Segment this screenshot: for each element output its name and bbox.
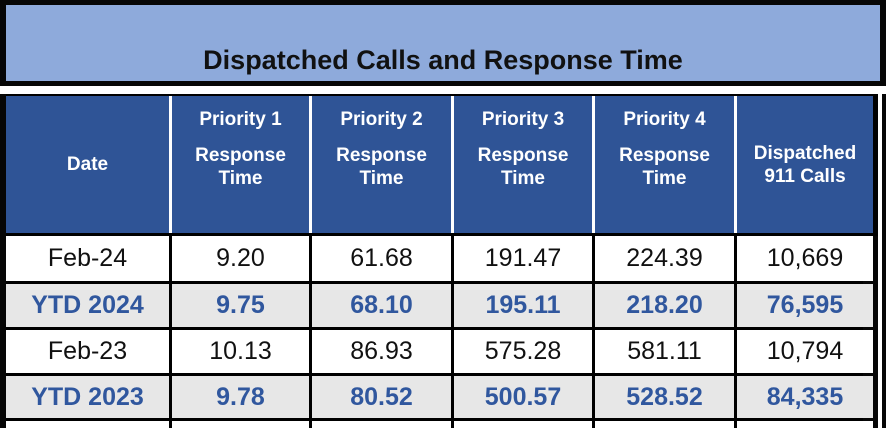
sublabel-line: Time (500, 168, 545, 189)
value-cell: 500.57 (454, 376, 592, 418)
column-header-label: Priority 4 (623, 109, 706, 130)
column-header-sublabel: Response Time (312, 144, 451, 190)
value-cell: 528.52 (595, 376, 734, 418)
value-cell: 10.13 (172, 330, 309, 373)
table-title: Dispatched Calls and Response Time (203, 45, 683, 75)
column-header-priority-1: Priority 1 Response Time (172, 96, 309, 233)
value-cell: 61.68 (312, 236, 451, 281)
value-cell: 10,669 (737, 236, 873, 281)
row-label-cell: Feb-23 (6, 330, 169, 373)
partial-row-cell (172, 421, 309, 428)
value-cell: 76,595 (737, 284, 873, 327)
column-header-priority-3: Priority 3 Response Time (454, 96, 592, 233)
table-body: Feb-24 9.20 61.68 191.47 224.39 10,669 Y… (6, 236, 873, 428)
table-header-row: Date Priority 1 Response Time Priority 2… (6, 94, 878, 236)
divider-strip (0, 86, 886, 94)
partial-row-cell (595, 421, 734, 428)
sublabel-line: Response (477, 145, 569, 166)
sublabel-line: Time (642, 168, 687, 189)
value-cell: 9.20 (172, 236, 309, 281)
column-header-priority-2: Priority 2 Response Time (312, 96, 451, 233)
row-label-cell: Feb-24 (6, 236, 169, 281)
table-title-bar: Dispatched Calls and Response Time (6, 5, 880, 81)
column-header-date: Date (6, 96, 169, 233)
right-edge-gap (878, 94, 882, 428)
row-label-cell: YTD 2023 (6, 376, 169, 418)
row-label-cell: YTD 2024 (6, 284, 169, 327)
column-header-label: Priority 1 (199, 109, 282, 130)
value-cell: 195.11 (454, 284, 592, 327)
data-table: Date Priority 1 Response Time Priority 2… (6, 94, 878, 428)
sublabel-line: Response (619, 145, 710, 166)
sublabel-line: Time (218, 168, 263, 189)
column-header-sublabel: Response Time (595, 144, 734, 190)
partial-row-cell (6, 421, 169, 428)
column-header-label: Priority 2 (340, 109, 423, 130)
column-header-sublabel: Response Time (454, 144, 592, 190)
sublabel-line: Time (359, 168, 404, 189)
column-header-priority-4: Priority 4 Response Time (595, 96, 734, 233)
value-cell: 581.11 (595, 330, 734, 373)
column-header-label: 911 Calls (764, 165, 846, 187)
value-cell: 218.20 (595, 284, 734, 327)
value-cell: 68.10 (312, 284, 451, 327)
value-cell: 224.39 (595, 236, 734, 281)
value-cell: 86.93 (312, 330, 451, 373)
partial-row-cell (454, 421, 592, 428)
value-cell: 9.78 (172, 376, 309, 418)
column-header-sublabel: Response Time (172, 144, 309, 190)
sublabel-line: Response (336, 145, 427, 166)
partial-row-cell (737, 421, 873, 428)
column-header-label: Priority 3 (481, 109, 565, 130)
sublabel-line: Response (195, 145, 286, 166)
value-cell: 80.52 (312, 376, 451, 418)
column-header-label: Dispatched (753, 142, 857, 164)
partial-row-cell (312, 421, 451, 428)
value-cell: 575.28 (454, 330, 592, 373)
value-cell: 84,335 (737, 376, 873, 418)
column-header-label: Date (66, 154, 109, 175)
column-header-dispatched-911-calls: Dispatched 911 Calls (737, 96, 873, 233)
value-cell: 9.75 (172, 284, 309, 327)
value-cell: 191.47 (454, 236, 592, 281)
value-cell: 10,794 (737, 330, 873, 373)
